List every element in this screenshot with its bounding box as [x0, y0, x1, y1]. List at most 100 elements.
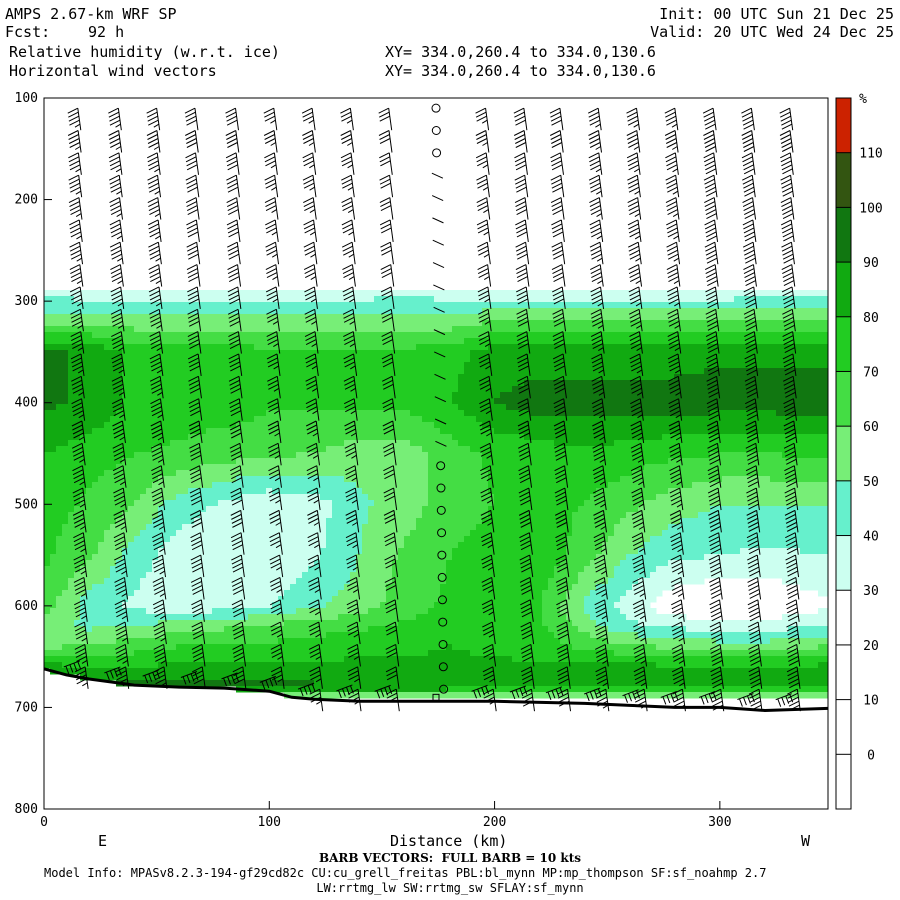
rh-cell: [206, 422, 213, 429]
rh-cell: [668, 446, 675, 453]
field-name-wind: Horizontal wind vectors: [9, 62, 217, 80]
rh-cell: [170, 488, 177, 495]
rh-cell: [566, 500, 573, 507]
rh-cell: [722, 404, 729, 411]
rh-cell: [752, 416, 759, 423]
rh-cell: [524, 338, 531, 345]
rh-cell: [794, 422, 801, 429]
rh-cell: [464, 296, 471, 303]
rh-cell: [590, 428, 597, 435]
rh-cell: [446, 500, 453, 507]
rh-cell: [794, 428, 801, 435]
rh-cell: [248, 470, 255, 477]
rh-cell: [368, 470, 375, 477]
rh-cell: [110, 452, 117, 459]
rh-cell: [674, 338, 681, 345]
rh-cell: [230, 320, 237, 327]
rh-cell: [596, 506, 603, 513]
rh-cell: [656, 410, 663, 417]
rh-cell: [770, 488, 777, 495]
rh-cell: [788, 452, 795, 459]
rh-cell: [482, 470, 489, 477]
rh-cell: [470, 356, 477, 363]
rh-cell: [554, 356, 561, 363]
rh-cell: [386, 416, 393, 423]
rh-cell: [608, 446, 615, 453]
rh-cell: [392, 326, 399, 333]
rh-cell: [272, 440, 279, 447]
rh-cell: [362, 440, 369, 447]
rh-cell: [308, 452, 315, 459]
rh-cell: [734, 302, 741, 309]
rh-cell: [278, 494, 285, 501]
rh-cell: [302, 386, 309, 393]
rh-cell: [374, 494, 381, 501]
rh-cell: [344, 380, 351, 387]
rh-cell: [428, 338, 435, 345]
rh-cell: [362, 506, 369, 513]
rh-cell: [602, 422, 609, 429]
rh-cell: [122, 470, 129, 477]
rh-cell: [734, 482, 741, 489]
rh-cell: [440, 338, 447, 345]
rh-cell: [614, 488, 621, 495]
rh-cell: [146, 434, 153, 441]
rh-cell: [800, 470, 807, 477]
rh-cell: [518, 512, 525, 519]
rh-cell: [572, 290, 579, 297]
rh-cell: [572, 422, 579, 429]
rh-cell: [68, 512, 75, 519]
rh-cell: [524, 410, 531, 417]
rh-cell: [218, 434, 225, 441]
rh-cell: [386, 452, 393, 459]
xy-range-wind: XY= 334.0,260.4 to 334.0,130.6: [385, 62, 656, 80]
rh-cell: [272, 314, 279, 321]
rh-cell: [194, 416, 201, 423]
rh-cell: [512, 356, 519, 363]
rh-cell: [128, 302, 135, 309]
rh-cell: [266, 434, 273, 441]
rh-cell: [110, 392, 117, 399]
rh-cell: [482, 344, 489, 351]
rh-cell: [554, 296, 561, 303]
rh-cell: [578, 296, 585, 303]
rh-cell: [794, 332, 801, 339]
rh-cell: [776, 320, 783, 327]
rh-cell: [344, 476, 351, 483]
rh-cell: [356, 422, 363, 429]
rh-cell: [338, 464, 345, 471]
rh-cell: [200, 404, 207, 411]
rh-cell: [650, 386, 657, 393]
rh-cell: [164, 320, 171, 327]
rh-cell: [440, 410, 447, 417]
rh-cell: [566, 350, 573, 357]
rh-cell: [734, 416, 741, 423]
rh-cell: [230, 482, 237, 489]
rh-cell: [338, 434, 345, 441]
rh-cell: [74, 344, 81, 351]
rh-cell: [824, 428, 828, 435]
rh-cell: [314, 350, 321, 357]
rh-cell: [752, 488, 759, 495]
rh-cell: [752, 350, 759, 357]
rh-cell: [584, 446, 591, 453]
rh-cell: [728, 338, 735, 345]
rh-cell: [512, 506, 519, 513]
rh-cell: [428, 428, 435, 435]
rh-cell: [296, 512, 303, 519]
rh-cell: [434, 410, 441, 417]
rh-cell: [332, 314, 339, 321]
rh-cell: [56, 308, 63, 315]
rh-cell: [602, 470, 609, 477]
rh-cell: [770, 296, 777, 303]
rh-cell: [200, 326, 207, 333]
rh-cell: [764, 398, 771, 405]
rh-cell: [170, 422, 177, 429]
rh-cell: [44, 386, 51, 393]
rh-cell: [602, 290, 609, 297]
rh-cell: [422, 434, 429, 441]
rh-cell: [110, 488, 117, 495]
rh-cell: [806, 476, 813, 483]
rh-cell: [374, 476, 381, 483]
rh-cell: [344, 464, 351, 471]
